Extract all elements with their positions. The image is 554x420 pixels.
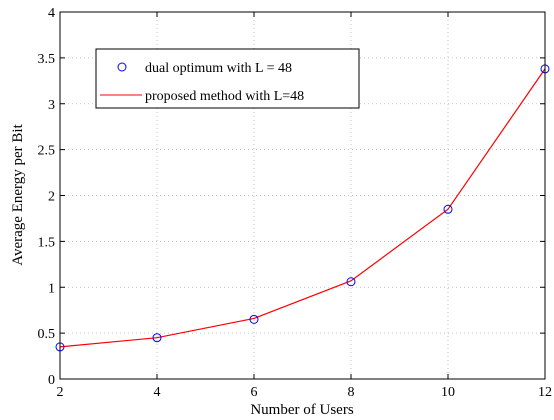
data-point-dual-optimum bbox=[249, 314, 259, 324]
y-tick-label: 0 bbox=[48, 373, 55, 388]
x-tick-label: 6 bbox=[251, 385, 258, 400]
y-axis-title: Average Energy per Bit bbox=[10, 123, 26, 265]
x-axis-title: Number of Users bbox=[250, 402, 353, 418]
legend-label-proposed-method: proposed method with L=48 bbox=[145, 89, 304, 104]
series-line-group bbox=[59, 68, 546, 348]
legend-box bbox=[95, 48, 360, 109]
axis-ticks bbox=[59, 11, 546, 380]
data-point-dual-optimum bbox=[346, 277, 356, 287]
axis-tick-labels: 2 4 6 8 10 12 0 0.5 1 1.5 2 2.5 3 3.5 4 bbox=[38, 6, 553, 400]
x-tick-label: 10 bbox=[441, 385, 455, 400]
y-tick-label: 4 bbox=[48, 6, 55, 21]
y-tick-label: 1 bbox=[48, 281, 55, 296]
y-tick-label: 3.5 bbox=[38, 52, 56, 67]
legend-marker-dual-optimum bbox=[117, 62, 127, 72]
y-tick-label: 2 bbox=[48, 190, 55, 205]
y-tick-label: 1.5 bbox=[38, 235, 56, 250]
y-tick-label: 3 bbox=[48, 98, 55, 113]
data-point-dual-optimum bbox=[443, 204, 453, 214]
legend: dual optimum with L = 48 proposed method… bbox=[95, 48, 360, 109]
series-line-proposed-method bbox=[59, 68, 546, 348]
y-tick-label: 2.5 bbox=[38, 144, 56, 159]
x-tick-label: 12 bbox=[538, 385, 552, 400]
x-tick-label: 4 bbox=[154, 385, 161, 400]
x-tick-label: 2 bbox=[57, 385, 64, 400]
data-point-dual-optimum bbox=[152, 333, 162, 343]
y-tick-label: 0.5 bbox=[38, 327, 56, 342]
legend-label-dual-optimum: dual optimum with L = 48 bbox=[145, 61, 292, 76]
x-tick-label: 8 bbox=[348, 385, 355, 400]
